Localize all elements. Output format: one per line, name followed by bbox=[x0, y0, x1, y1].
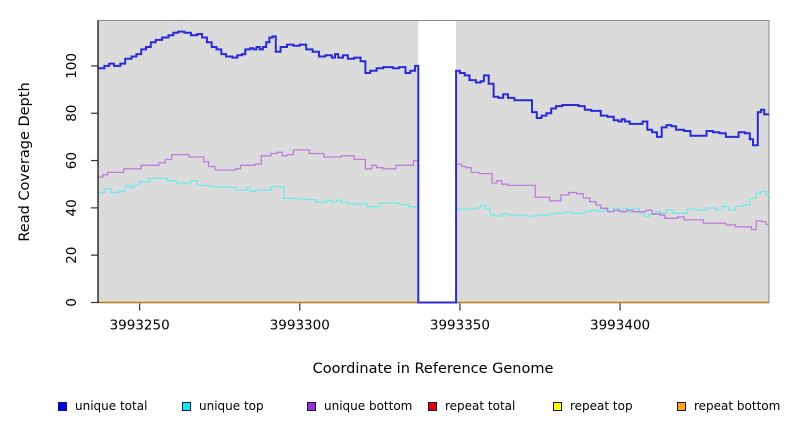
y-tick-label: 0 bbox=[64, 298, 80, 307]
x-tick-label: 3993250 bbox=[110, 318, 170, 334]
y-tick-label: 80 bbox=[64, 105, 80, 122]
x-tick-label: 3993300 bbox=[270, 318, 330, 334]
y-tick-label: 20 bbox=[64, 247, 80, 264]
x-tick-label: 3993350 bbox=[430, 318, 490, 334]
series-line-unique-total bbox=[98, 30, 769, 304]
coverage-gap-band bbox=[418, 20, 457, 304]
y-axis-title: Read Coverage Depth bbox=[17, 82, 33, 242]
x-tick-label: 3993400 bbox=[590, 318, 650, 334]
y-tick-label: 40 bbox=[64, 199, 80, 216]
x-axis-title: Coordinate in Reference Genome bbox=[312, 361, 554, 377]
y-tick-label: 60 bbox=[64, 152, 80, 169]
series-line-unique-bottom bbox=[98, 149, 769, 304]
y-tick-label: 100 bbox=[64, 53, 80, 79]
series-line-unique-top bbox=[98, 177, 770, 304]
